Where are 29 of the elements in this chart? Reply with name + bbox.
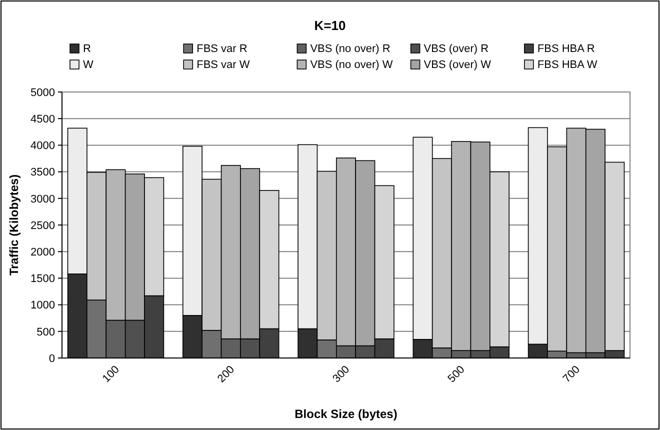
x-tick-label: 500: [446, 364, 468, 386]
y-axis-title: Traffic (Kilobytes): [7, 174, 21, 276]
legend-label: FBS var R: [196, 43, 248, 55]
x-tick-label: 200: [216, 364, 237, 386]
legend-label: VBS (over) W: [424, 59, 492, 71]
x-tick-label: 100: [100, 364, 122, 386]
y-tick-label: 1000: [30, 300, 55, 312]
y-tick-label: 5000: [30, 86, 55, 99]
y-tick-label: 2500: [30, 220, 55, 232]
y-tick-label: 500: [36, 326, 55, 338]
x-tick-label: 700: [560, 364, 582, 386]
y-tick-label: 1500: [30, 273, 55, 286]
legend-label: VBS (no over) W: [310, 59, 394, 71]
y-tick-label: 3500: [30, 166, 55, 179]
y-tick-label: 3000: [30, 193, 55, 206]
legend-label: W: [83, 59, 94, 71]
y-tick-label: 4000: [30, 140, 55, 152]
legend-label: VBS (no over) R: [310, 43, 390, 55]
legend-label: FBS HBA R: [537, 43, 595, 55]
legend-label: R: [83, 43, 91, 55]
legend-label: FBS HBA W: [537, 59, 598, 71]
y-tick-label: 0: [48, 352, 55, 365]
legend-label: VBS (over) R: [424, 43, 489, 55]
chart-title: K=10: [314, 18, 346, 33]
y-tick-label: 2000: [30, 246, 55, 258]
x-axis-title: Block Size (bytes): [294, 407, 398, 421]
x-tick-label: 300: [330, 364, 352, 386]
y-tick-label: 4500: [30, 113, 55, 126]
legend-label: FBS var W: [196, 59, 250, 71]
